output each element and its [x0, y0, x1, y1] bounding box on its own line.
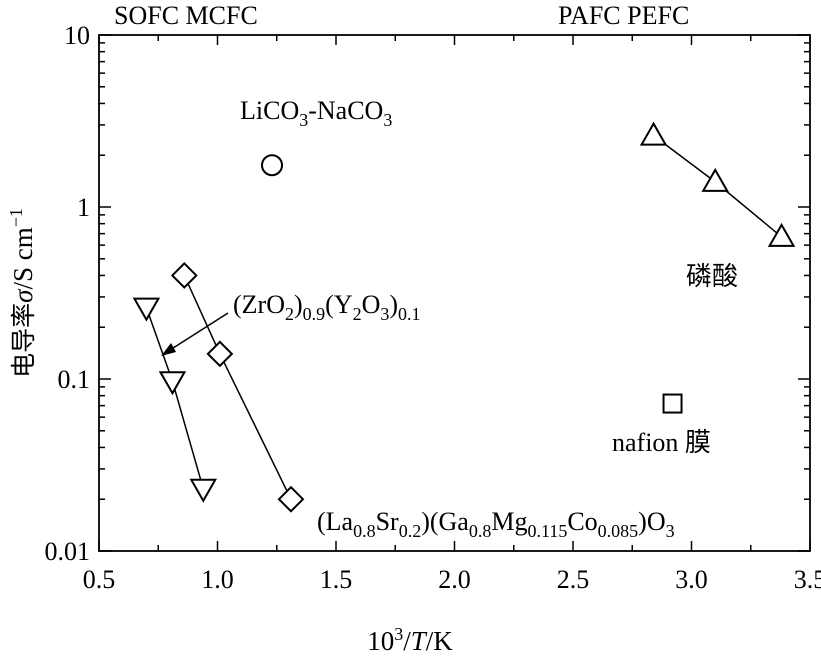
top-label-sofc-mcfc: SOFC MCFC	[114, 1, 258, 30]
annotation-phosphoric-acid: 磷酸	[686, 262, 738, 292]
y-tick-label: 1	[77, 193, 90, 222]
x-tick-label: 2.0	[438, 565, 471, 594]
x-axis-title: 103/T/K	[367, 624, 453, 656]
marker-square	[662, 393, 683, 414]
marker-diamond	[277, 485, 305, 513]
top-label-pafc-pefc: PAFC PEFC	[558, 1, 689, 30]
axis-ticks	[98, 34, 811, 552]
annotation-arrow-line	[169, 312, 229, 351]
marker-triangle-up	[701, 167, 729, 192]
series-markers	[132, 121, 796, 513]
x-tick-label: 1.0	[201, 565, 234, 594]
annotation-zro2-y2o3: (ZrO2)0.9(Y2O3)0.1	[233, 290, 421, 324]
marker-diamond	[206, 340, 234, 368]
marker-triangle-up	[639, 121, 668, 146]
y-tick-label: 10	[64, 21, 90, 50]
marker-triangle-down	[158, 371, 187, 396]
marker-diamond	[170, 262, 198, 289]
y-axis-title: 电导率σ/S cm−1	[6, 208, 38, 378]
marker-circle	[261, 154, 284, 177]
marker-triangle-down	[189, 478, 218, 503]
x-tick-label: 2.5	[557, 565, 590, 594]
y-tick-label: 0.01	[45, 537, 91, 566]
marker-triangle-down	[132, 297, 161, 322]
annotation-lsgmc: (La0.8Sr0.2)(Ga0.8Mg0.115Co0.085)O3	[317, 507, 675, 541]
x-tick-label: 0.5	[83, 565, 116, 594]
axis-tick-labels: 0.5 1.0 1.5 2.0 2.5 3.0 3.5 0.01 0.1 1 10	[45, 21, 821, 594]
annotation-arrowhead	[161, 343, 176, 356]
x-tick-label: 3.0	[675, 565, 708, 594]
plot-frame	[98, 34, 811, 552]
annotation-nafion: nafion 膜	[612, 428, 711, 457]
y-tick-label: 0.1	[58, 365, 91, 394]
annotation-lico3-naco3: LiCO3-NaCO3	[240, 96, 392, 130]
x-tick-label: 3.5	[794, 565, 821, 594]
marker-triangle-up	[767, 222, 796, 247]
x-tick-label: 1.5	[320, 565, 353, 594]
